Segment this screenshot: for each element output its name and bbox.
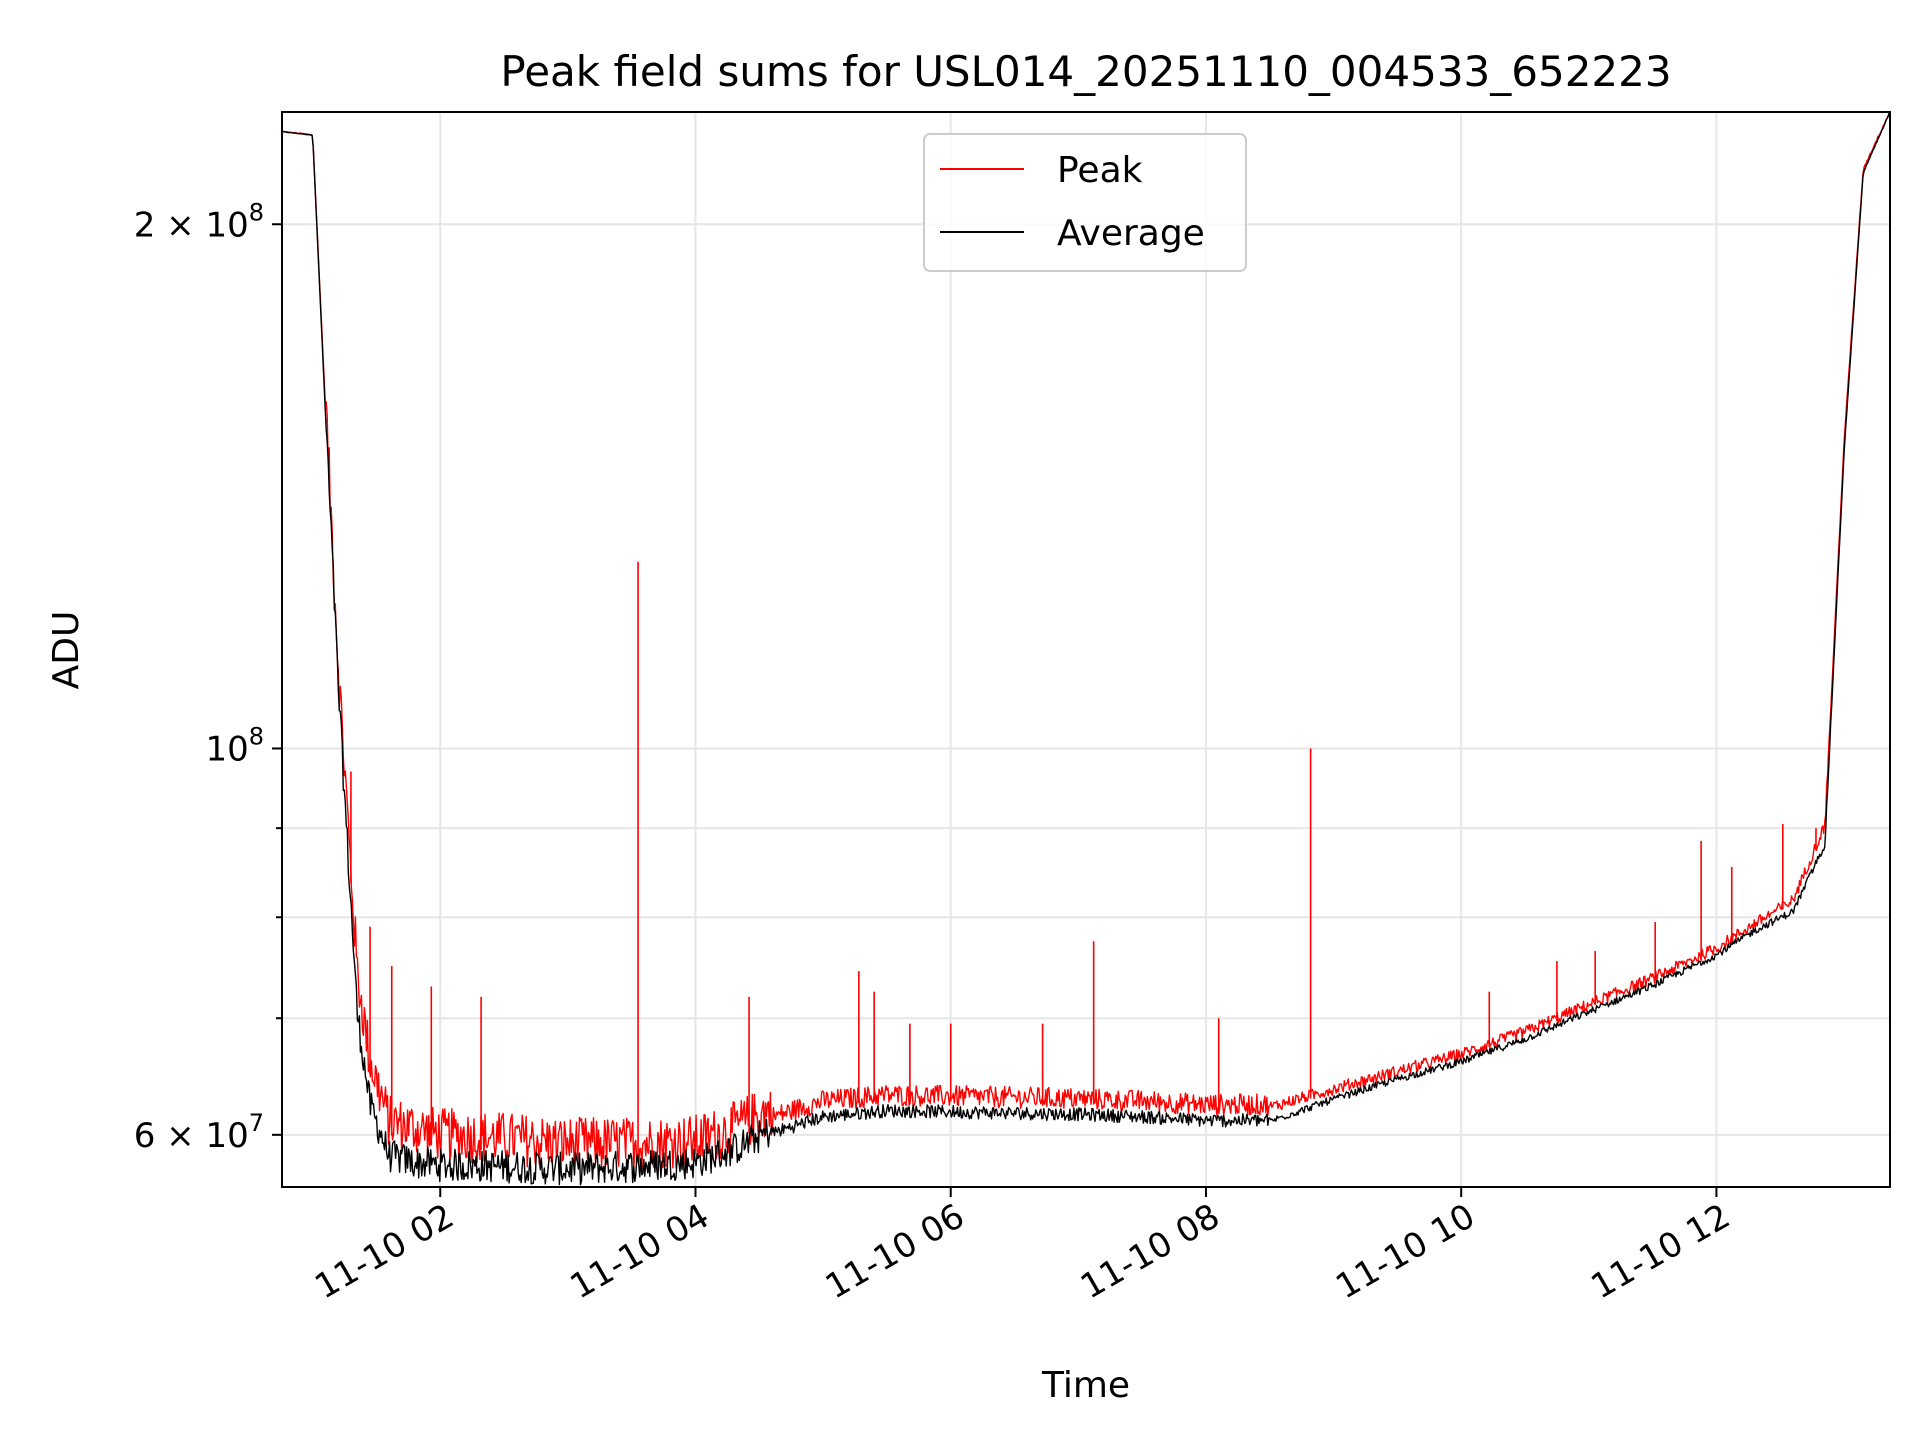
legend-average-label: Average [1057,213,1205,254]
chart-title: Peak field sums for USL014_20251110_0045… [500,47,1671,96]
peak-line [281,111,1891,1171]
legend: Peak Average [923,133,1247,272]
average-series [281,112,1891,1186]
y-tick-label: 2 × 108 [134,198,264,245]
legend-peak-label: Peak [1057,150,1143,191]
average-line [281,112,1891,1186]
x-axis-label: Time [1041,1365,1130,1406]
grid-lines [282,112,1890,1187]
y-axis-ticks: 6 × 107 108 2 × 108 [134,198,282,1156]
plot-area [282,112,1890,1187]
plot-frame [281,111,1891,1188]
peak-series [281,111,1891,1171]
y-tick-label: 108 [205,722,264,769]
y-tick-label: 6 × 107 [134,1109,264,1156]
y-axis-label: ADU [46,611,87,690]
